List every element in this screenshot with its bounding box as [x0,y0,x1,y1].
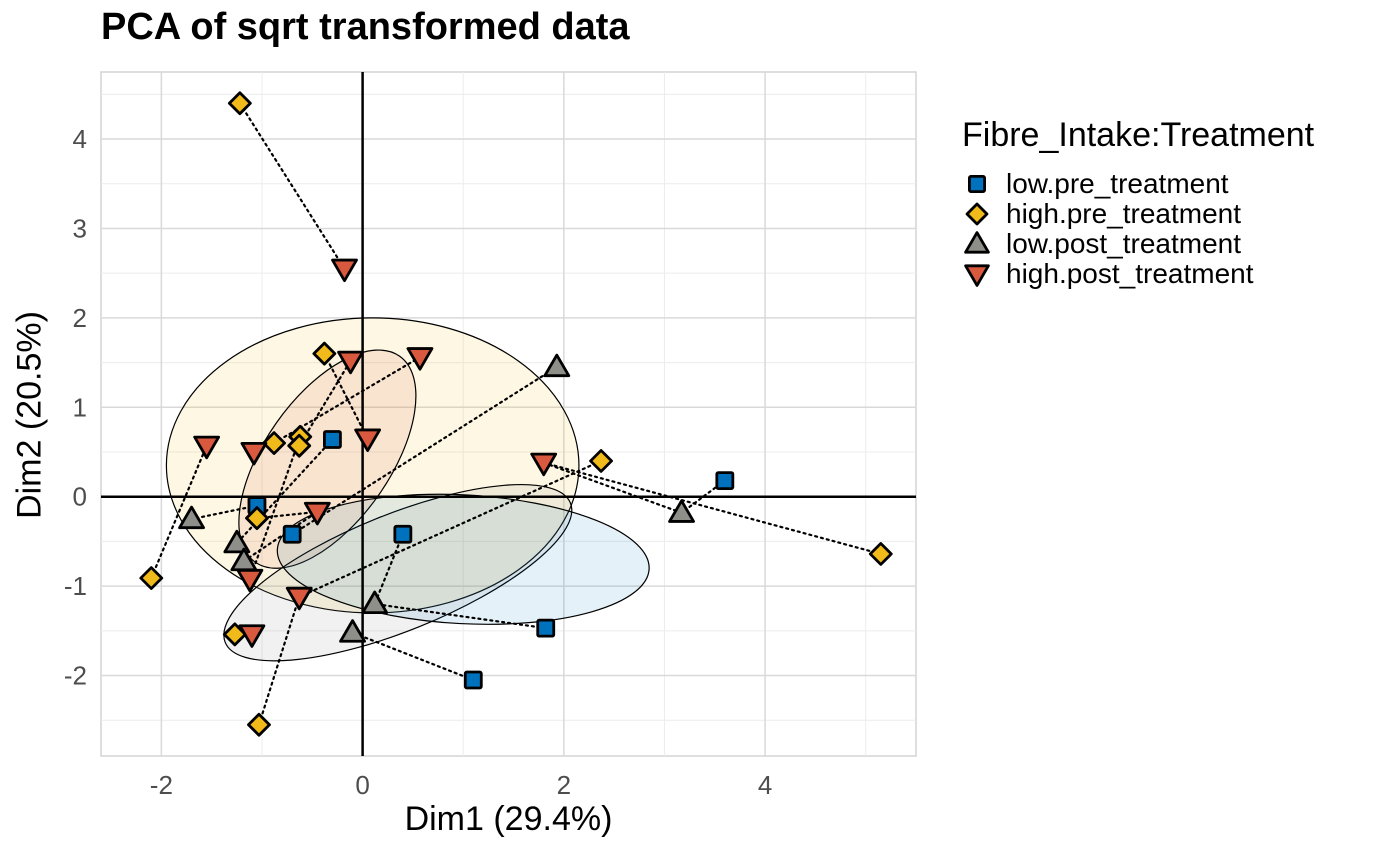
diamond-data-point [245,506,269,531]
diamond-data-point [227,91,252,116]
x-tick-label: -2 [150,770,173,800]
triangle-down-data-point [238,624,266,648]
pair-connector-line [291,365,558,536]
legend-key-diamond-icon [965,202,989,226]
diamond-data-point [589,449,613,473]
link-layer [150,102,882,726]
triangle-down-data-point [240,441,268,466]
pair-connector-line [190,504,259,521]
pair-connector-line [248,435,302,581]
x-tick-label: 2 [557,770,571,800]
pair-connector-line [542,461,683,514]
square-data-point [282,524,302,544]
triangle-down-data-point [354,428,382,452]
triangle-down-data-point [236,568,264,593]
triangle-down-data-point [530,452,558,477]
square-data-point [393,524,413,544]
square-data-point [715,471,735,491]
diamond-data-point [287,433,312,458]
legend-item-high-post: high.post_treatment [962,259,1314,289]
y-tick-label: 3 [73,213,87,243]
triangle-up-data-point [223,529,251,554]
pair-connector-line [257,595,301,726]
ellipse-layer [165,317,650,662]
legend-key-triangle-down [964,264,990,287]
pair-connector-line [272,356,422,445]
legend: Fibre_Intake:Treatment low.pre_treatment… [962,116,1314,289]
square-data-point [323,430,342,449]
point-layer [139,91,893,737]
triangle-down-data-point [285,586,313,611]
triangle-up-data-point [668,499,695,523]
triangle-down-data-point [406,347,434,371]
legend-key-square [968,175,986,193]
legend-label: high.pre_treatment [1006,198,1242,229]
legend-key-triangle-up-icon [964,231,990,254]
pair-connector-line [542,461,882,556]
pair-connector-line [298,459,603,598]
legend-key-triangle-down-icon [964,264,990,287]
diamond-data-point [262,431,286,455]
legend-item-low-post: low.post_treatment [962,229,1314,259]
square-data-point [463,670,483,690]
x-tick-label: 0 [355,770,369,800]
triangle-up-data-point [543,353,571,378]
confidence-ellipse [223,483,573,662]
y-tick-label: 2 [73,303,87,333]
triangle-up-data-point [361,590,389,615]
y-tick-label: 1 [73,392,87,422]
pair-connector-line [235,438,334,545]
triangle-down-data-point [193,435,221,460]
x-axis-label: Dim1 (29.4%) [404,800,613,838]
legend-item-low-pre: low.pre_treatment [962,169,1314,199]
pair-connector-line [323,352,369,440]
y-tick-label: -1 [64,571,87,601]
legend-item-high-pre: high.pre_treatment [962,199,1314,229]
pair-connector-line [373,602,547,630]
legend-key-triangle-up [964,231,990,254]
triangle-up-data-point [339,619,366,643]
legend-key-square-icon [968,175,986,193]
pair-connector-line [238,102,346,270]
diamond-data-point [868,542,893,566]
legend-label: high.post_treatment [1006,258,1254,289]
diamond-data-point [247,712,271,737]
pair-connector-line [150,444,208,580]
y-tick-label: 0 [73,482,87,512]
diamond-data-point [139,566,164,590]
y-axis-label: Dim2 (20.5%) [10,311,49,519]
diamond-data-point [312,341,337,366]
y-tick-label: -2 [64,661,87,691]
pair-connector-line [255,510,319,520]
legend-title: Fibre_Intake:Treatment [962,116,1315,154]
y-tick-label: 4 [73,124,87,154]
x-tick-label: 4 [758,770,772,800]
pair-connector-line [351,631,475,682]
pair-connector-line [373,533,404,606]
confidence-ellipse [276,493,650,625]
tick-layer: -2 0 2 4 -2 -1 0 1 2 3 4 [64,124,772,800]
legend-label: low.post_treatment [1006,228,1242,259]
triangle-up-data-point [178,505,205,530]
legend-label: low.pre_treatment [1006,168,1229,199]
triangle-down-data-point [331,258,358,283]
chart-title: PCA of sqrt transformed data [101,6,630,48]
pair-connector-line [298,359,352,447]
square-data-point [536,618,556,638]
legend-key-diamond [965,202,989,226]
triangle-down-data-point [303,501,331,526]
pair-connector-line [242,510,319,563]
triangle-down-data-point [337,350,364,375]
